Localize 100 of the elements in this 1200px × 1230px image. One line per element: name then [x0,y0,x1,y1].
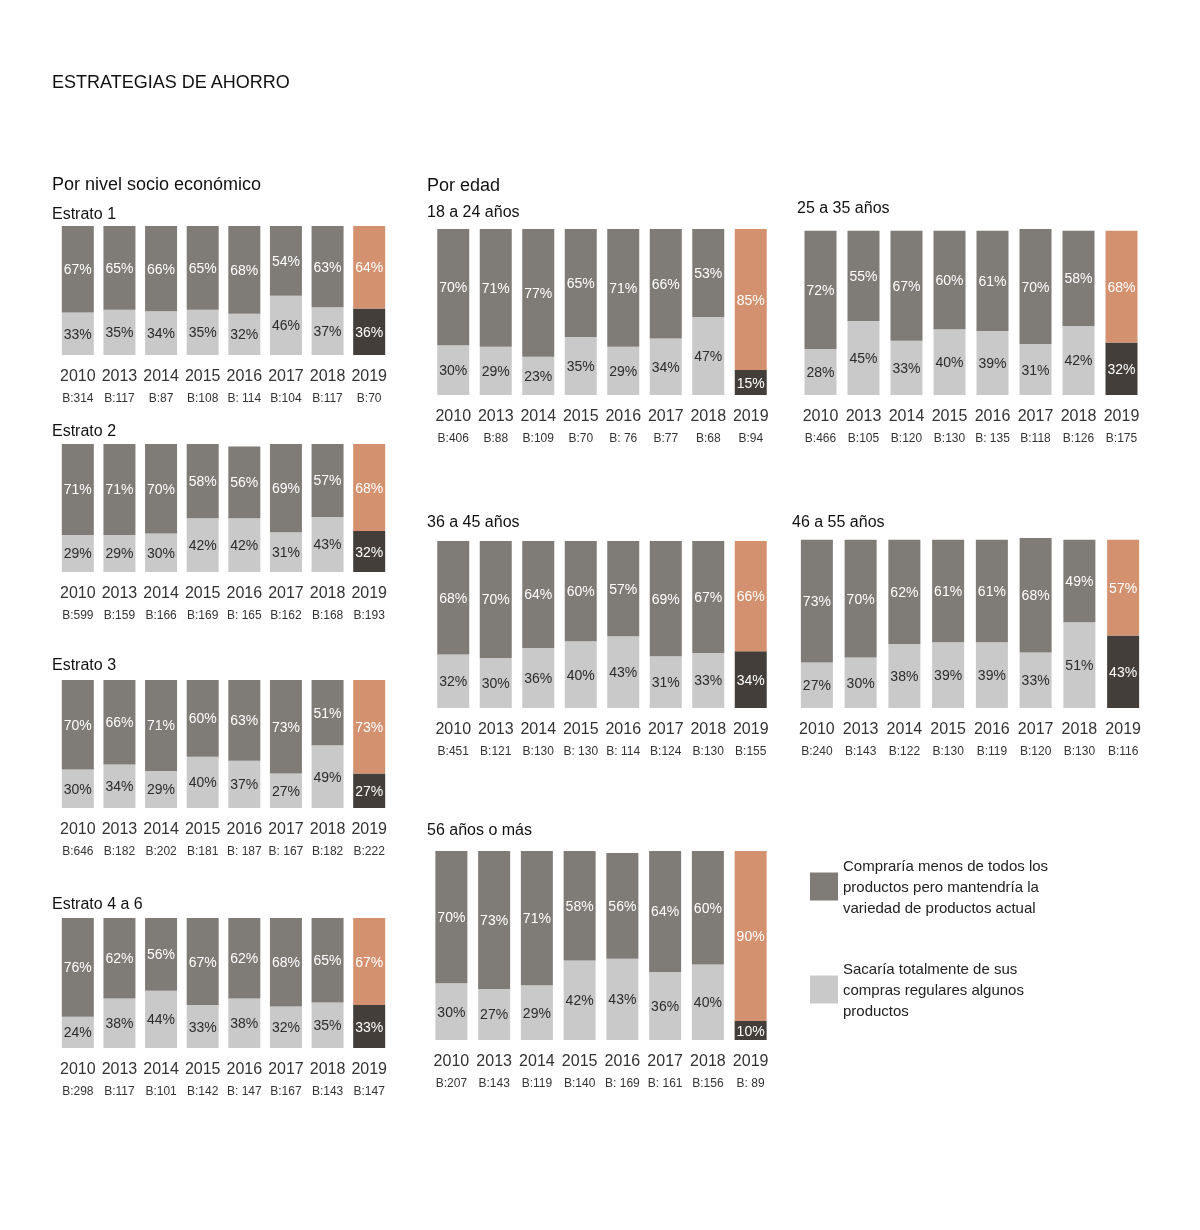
chart-title: 56 años o más [427,820,532,838]
data-label: 65% [566,274,595,291]
x-tick-label: 2016 B: 114 [605,719,642,758]
data-label: 70% [439,279,468,296]
data-label: 69% [651,590,680,607]
x-tick-label: 2010 B:466 [802,406,839,445]
bar [186,680,219,757]
data-label: 34% [147,325,176,342]
bar [932,539,965,643]
bar [847,230,880,322]
data-label: 56% [230,474,259,491]
bar [186,444,219,519]
data-label: 32% [1107,360,1136,377]
bar [649,656,682,708]
x-tick-label: 2015 B:130 [931,406,968,445]
bar [649,851,682,972]
data-label: 24% [63,1024,92,1041]
data-label: 47% [694,347,723,364]
bar [847,321,880,395]
bar [691,851,724,965]
data-label: 68% [355,479,384,496]
data-label: 67% [694,588,723,605]
x-tick-label: 2018 B:182 [309,819,346,858]
x-tick-label: 2015 B:70 [562,406,599,445]
bar [228,226,261,314]
x-tick-label: 2018 B:130 [1061,719,1098,758]
data-label: 64% [651,903,680,920]
data-label: 39% [977,667,1006,684]
x-tick-label: 2014 B:130 [520,719,557,758]
bar [800,539,833,663]
bar [522,541,555,648]
bar [145,990,178,1048]
data-label: 71% [522,910,551,927]
bar [1019,652,1052,708]
data-label: 32% [230,326,259,343]
bar [311,444,344,517]
data-label: 67% [63,261,92,278]
x-tick-label: 2019 B:116 [1105,719,1142,758]
data-label: 68% [1107,278,1136,295]
data-label: 71% [105,481,134,498]
data-label: 34% [651,358,680,375]
data-label: 61% [934,583,963,600]
data-label: 29% [481,362,510,379]
x-tick-label: 2013 B:143 [476,1051,513,1090]
x-tick-label: 2014 B:166 [143,583,179,622]
data-label: 32% [355,543,384,560]
x-tick-label: 2018 B:126 [1060,406,1097,445]
bar [269,918,302,1007]
x-tick-label: 2010 B:314 [60,366,96,405]
data-label: 70% [1021,278,1050,295]
bar [933,329,966,395]
bar [522,229,555,357]
x-tick-label: 2019 B:175 [1103,406,1140,445]
bar [607,636,640,708]
data-label: 29% [609,362,638,379]
bar [691,964,724,1040]
x-tick-label: 2015 B:108 [184,366,221,405]
data-label: 68% [271,954,300,971]
data-label: 71% [481,279,510,296]
data-label: 76% [63,959,92,976]
data-label: 57% [313,472,342,489]
bar [804,230,837,349]
x-tick-label: 2010 B:240 [799,719,835,758]
legend-label: Sacaría totalmente de sus compras regulares algunos productos [843,960,1029,1019]
data-label: 38% [890,668,919,685]
bar [844,539,877,658]
bar [888,644,921,708]
data-label: 43% [609,664,638,681]
data-label: 70% [147,480,176,497]
x-tick-label: 2014 B:202 [143,819,179,858]
chart-title: Estrato 3 [52,655,117,673]
bar [564,641,597,708]
bar [734,651,767,708]
bar [228,446,261,519]
data-label: 33% [1021,672,1050,689]
bar [1105,342,1138,395]
x-tick-label: 2016 B: 76 [605,406,642,445]
bar [311,680,344,746]
bar [933,230,966,330]
bar [478,851,511,989]
x-tick-label: 2017 B:162 [268,583,304,622]
bar [649,229,682,339]
x-tick-label: 2017 B:167 [268,1059,304,1098]
data-label: 65% [105,259,134,276]
data-label: 72% [806,281,835,298]
bar [437,229,470,346]
data-label: 66% [651,275,680,292]
bar [145,444,178,534]
x-tick-label: 2018 B:168 [309,583,346,622]
x-tick-label: 2019 B:155 [732,719,769,758]
bar [1105,230,1138,343]
x-tick-label: 2013 B:159 [101,583,138,622]
data-label: 44% [147,1011,176,1028]
data-label: 58% [565,897,594,914]
data-label: 31% [651,674,680,691]
bar [563,960,596,1040]
bar [606,958,639,1040]
data-label: 67% [188,953,217,970]
bar [564,336,597,395]
x-tick-label: 2015 B:181 [184,819,221,858]
